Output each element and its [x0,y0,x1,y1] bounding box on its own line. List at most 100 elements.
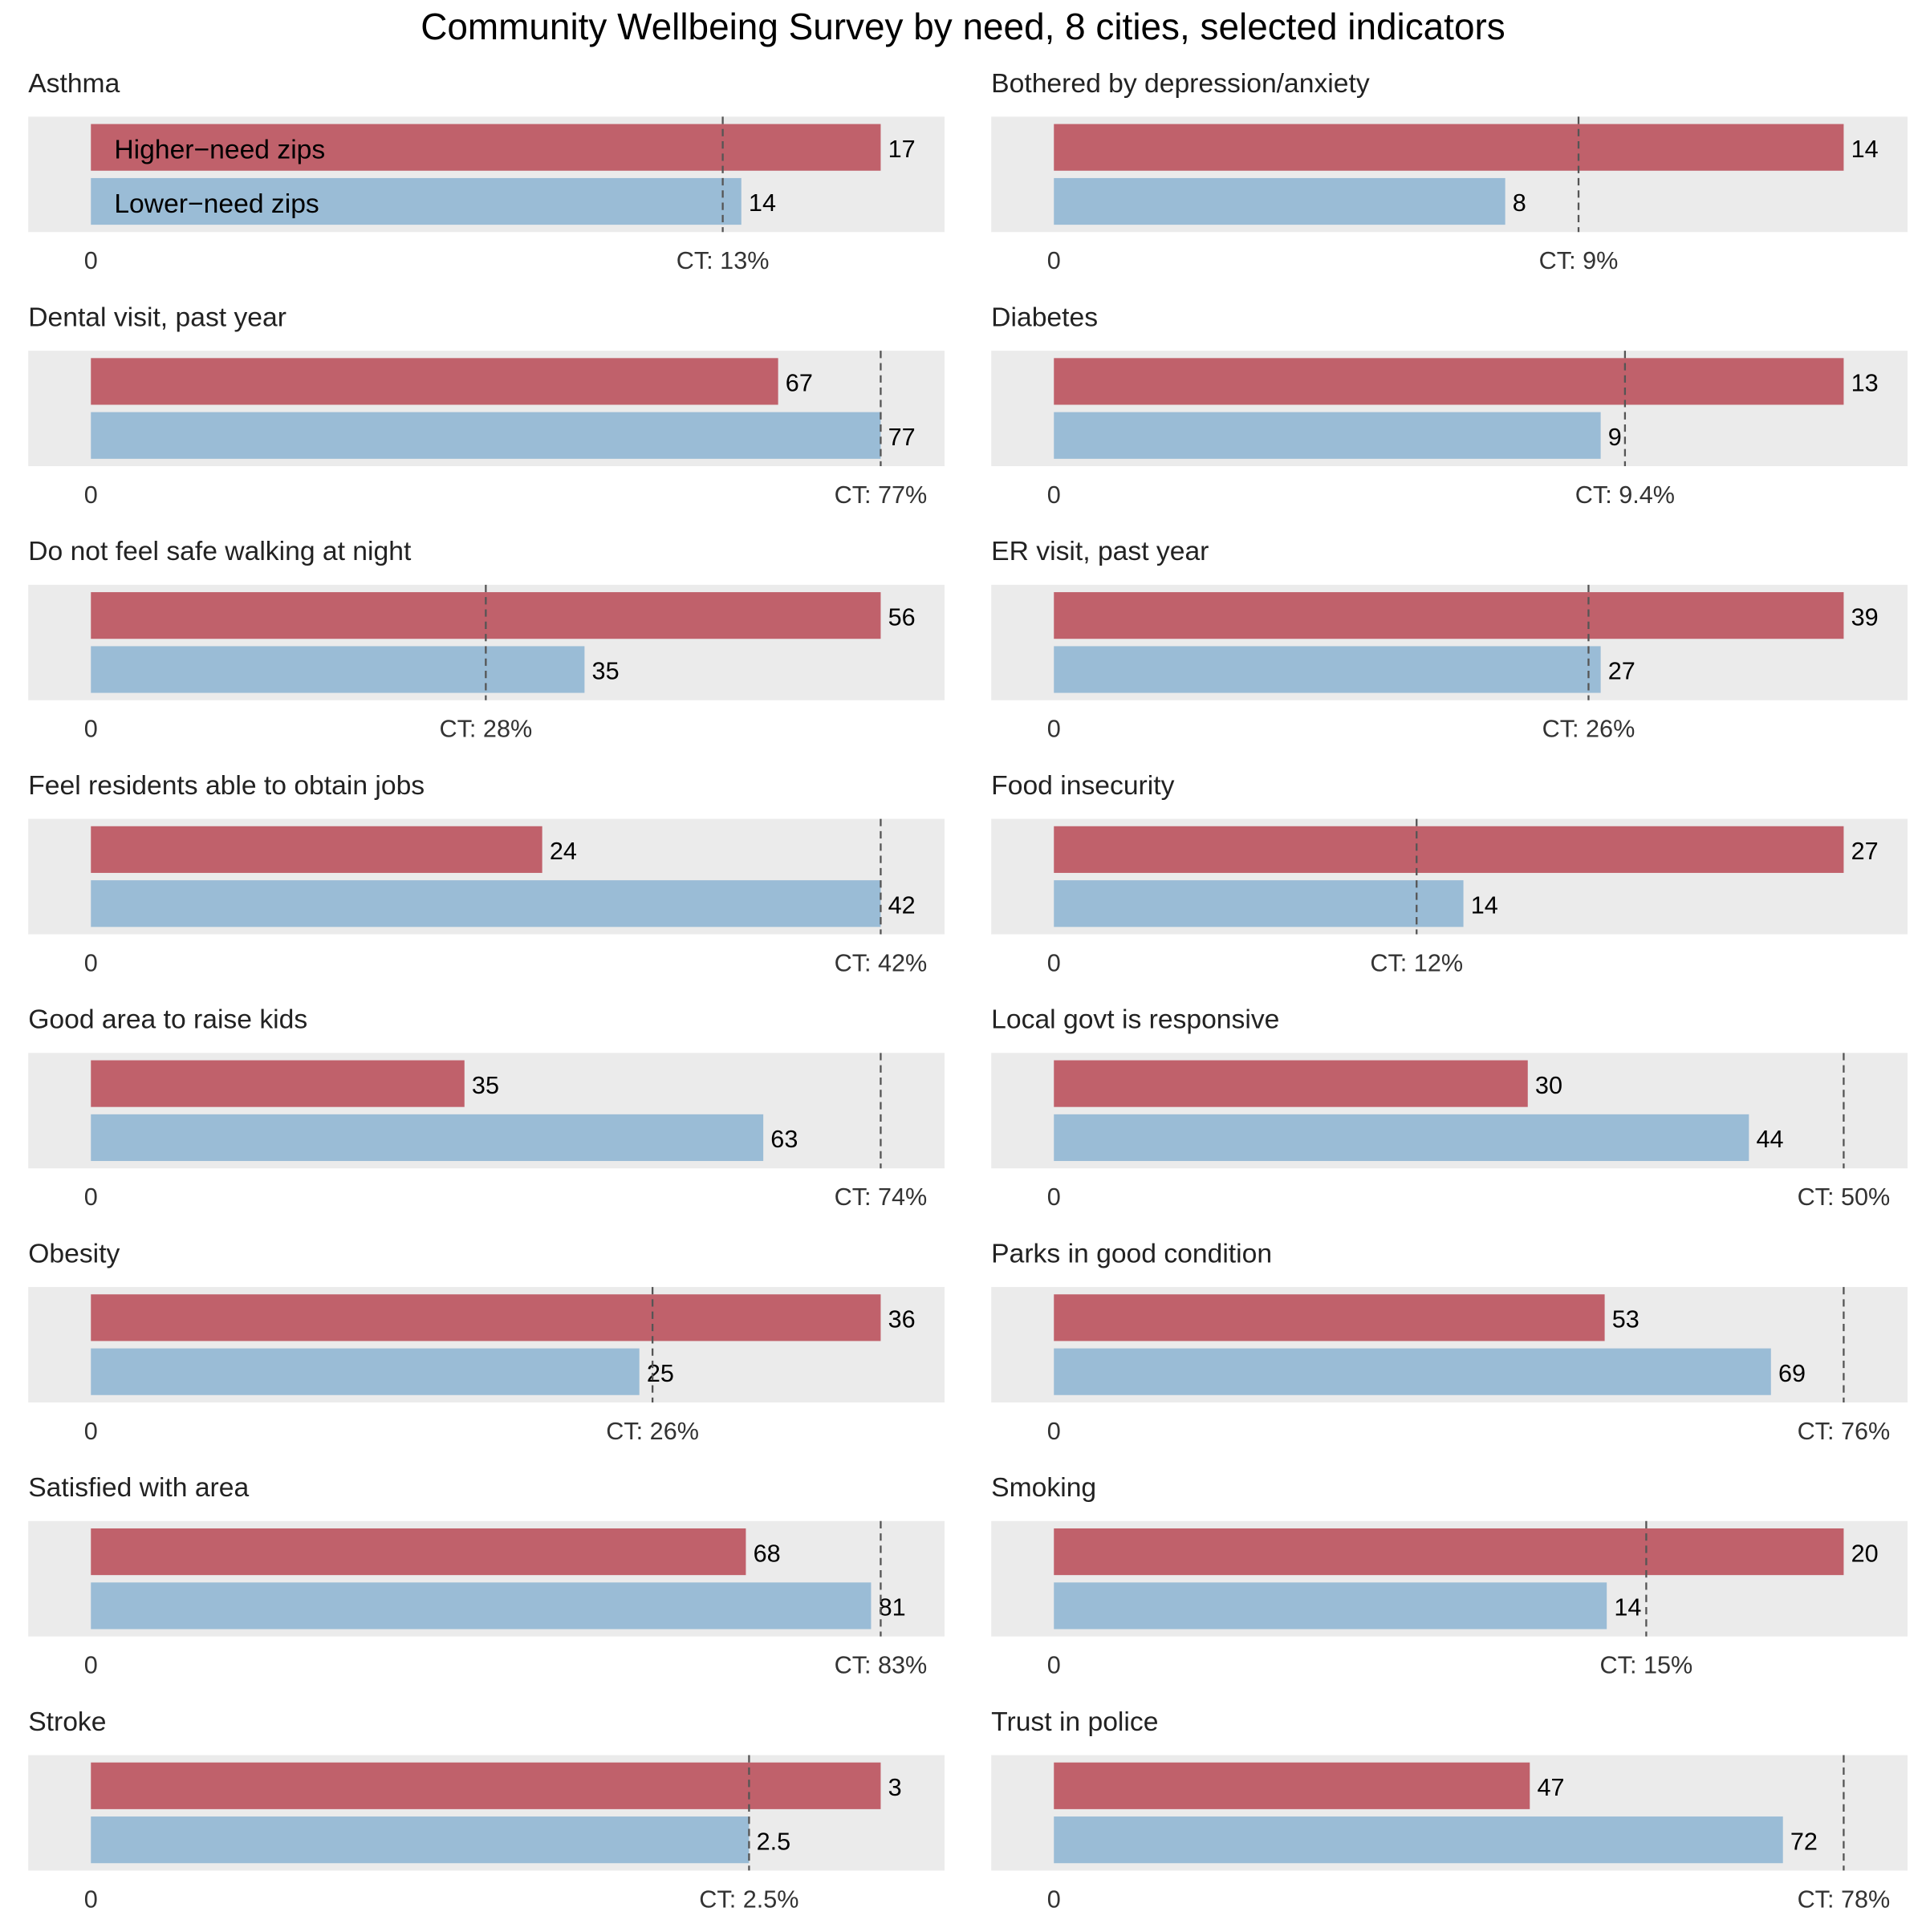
panel-title: Asthma [28,69,120,99]
panel: Asthma 17 Higher−need zips 14 Lower−need zip… [28,69,945,274]
panel: Food insecurity 27 14 0 CT: 12% [991,771,1908,976]
value-label-lower: 77 [888,424,916,451]
value-label-lower: 81 [879,1594,906,1622]
value-label-lower: 63 [770,1126,798,1153]
value-label-higher: 30 [1535,1072,1562,1099]
value-label-higher: 36 [888,1306,916,1333]
value-label-higher: 39 [1851,603,1879,631]
reference-label: CT: 2.5% [699,1885,798,1913]
value-label-higher: 53 [1612,1306,1640,1333]
bar-lower [91,412,881,459]
panel-title: Local govt is responsive [991,1005,1279,1035]
reference-label: CT: 77% [835,481,928,509]
bar-lower [1054,177,1505,225]
legend-label-higher: Higher−need zips [114,135,325,164]
bar-lower [1054,880,1464,927]
bar-higher [1054,1762,1530,1809]
value-label-lower: 42 [888,891,916,919]
panel-title: Good area to raise kids [28,1005,307,1035]
zero-tick-label: 0 [84,1885,98,1913]
bar-lower [1054,412,1601,459]
value-label-lower: 14 [749,189,776,217]
value-label-higher: 14 [1851,136,1879,163]
value-label-higher: 56 [888,603,916,631]
zero-tick-label: 0 [84,949,98,976]
reference-label: CT: 9.4% [1575,481,1675,509]
value-label-lower: 14 [1614,1594,1641,1622]
bar-lower [91,646,585,693]
bar-lower [1054,1348,1771,1395]
panel-title: Feel residents able to obtain jobs [28,771,425,801]
panel: Local govt is responsive 30 44 0 CT: 50% [991,1005,1908,1211]
reference-label: CT: 78% [1798,1885,1891,1913]
bar-higher [1054,826,1844,873]
value-label-lower: 72 [1790,1828,1818,1855]
bar-lower [91,1816,750,1864]
reference-label: CT: 13% [677,247,770,274]
panel: Obesity 36 25 0 CT: 26% [28,1239,945,1445]
bar-lower [91,1348,640,1395]
bar-lower [91,1114,764,1162]
value-label-lower: 69 [1778,1360,1806,1387]
reference-label: CT: 9% [1539,247,1619,274]
value-label-lower: 9 [1608,424,1622,451]
value-label-lower: 25 [647,1360,674,1387]
reference-label: CT: 74% [835,1183,928,1211]
legend-label-lower: Lower−need zips [114,189,319,219]
value-label-higher: 24 [550,838,577,865]
value-label-higher: 17 [888,136,916,163]
bar-higher [1054,1060,1528,1107]
bar-lower [1054,1114,1749,1162]
panel-title: Parks in good condition [991,1239,1272,1268]
bar-higher [91,358,778,405]
zero-tick-label: 0 [1047,481,1061,509]
zero-tick-label: 0 [1047,1418,1061,1445]
panel-title: Diabetes [991,303,1098,333]
panel: Smoking 20 14 0 CT: 15% [991,1473,1908,1679]
zero-tick-label: 0 [84,1652,98,1679]
value-label-higher: 27 [1851,838,1879,865]
panel-title: Bothered by depression/anxiety [991,69,1370,99]
bar-lower [91,880,881,927]
panel: Feel residents able to obtain jobs 24 42 0 C… [28,771,945,976]
panel-title: Do not feel safe walking at night [28,537,412,566]
value-label-lower: 2.5 [757,1828,791,1855]
value-label-lower: 8 [1513,189,1526,217]
panel: Bothered by depression/anxiety 14 8 0 CT: 9% [991,69,1908,274]
bar-higher [91,1294,881,1341]
bar-higher [91,826,542,873]
zero-tick-label: 0 [84,247,98,274]
reference-label: CT: 50% [1798,1183,1891,1211]
panel: Satisfied with area 68 81 0 CT: 83% [28,1473,945,1679]
panel-title: Food insecurity [991,771,1174,801]
panel: Do not feel safe walking at night 56 35 0 CT… [28,537,945,743]
bar-higher [1054,124,1844,171]
value-label-higher: 35 [472,1072,499,1099]
bar-lower [91,1582,872,1630]
reference-label: CT: 83% [835,1652,928,1679]
chart-title: Community Wellbeing Survey by need, 8 ci… [421,6,1505,47]
reference-label: CT: 15% [1600,1652,1693,1679]
bar-higher [1054,592,1844,639]
reference-label: CT: 76% [1798,1418,1891,1445]
zero-tick-label: 0 [84,481,98,509]
zero-tick-label: 0 [84,1418,98,1445]
zero-tick-label: 0 [1047,1885,1061,1913]
bar-lower [1054,1582,1607,1630]
reference-label: CT: 12% [1370,949,1463,976]
value-label-lower: 44 [1757,1126,1784,1153]
panels: Asthma 17 Higher−need zips 14 Lower−need zip… [28,69,1908,1913]
value-label-higher: 3 [888,1774,902,1801]
panel-title: Dental visit, past year [28,303,286,333]
reference-label: CT: 28% [440,716,533,743]
bar-lower [1054,1816,1783,1864]
value-label-lower: 27 [1608,658,1635,685]
panel: Dental visit, past year 67 77 0 CT: 77% [28,303,945,509]
bar-higher [91,124,881,171]
zero-tick-label: 0 [1047,1652,1061,1679]
bar-higher [1054,358,1844,405]
bar-higher [91,1762,881,1809]
zero-tick-label: 0 [1047,949,1061,976]
value-label-higher: 67 [786,370,813,397]
